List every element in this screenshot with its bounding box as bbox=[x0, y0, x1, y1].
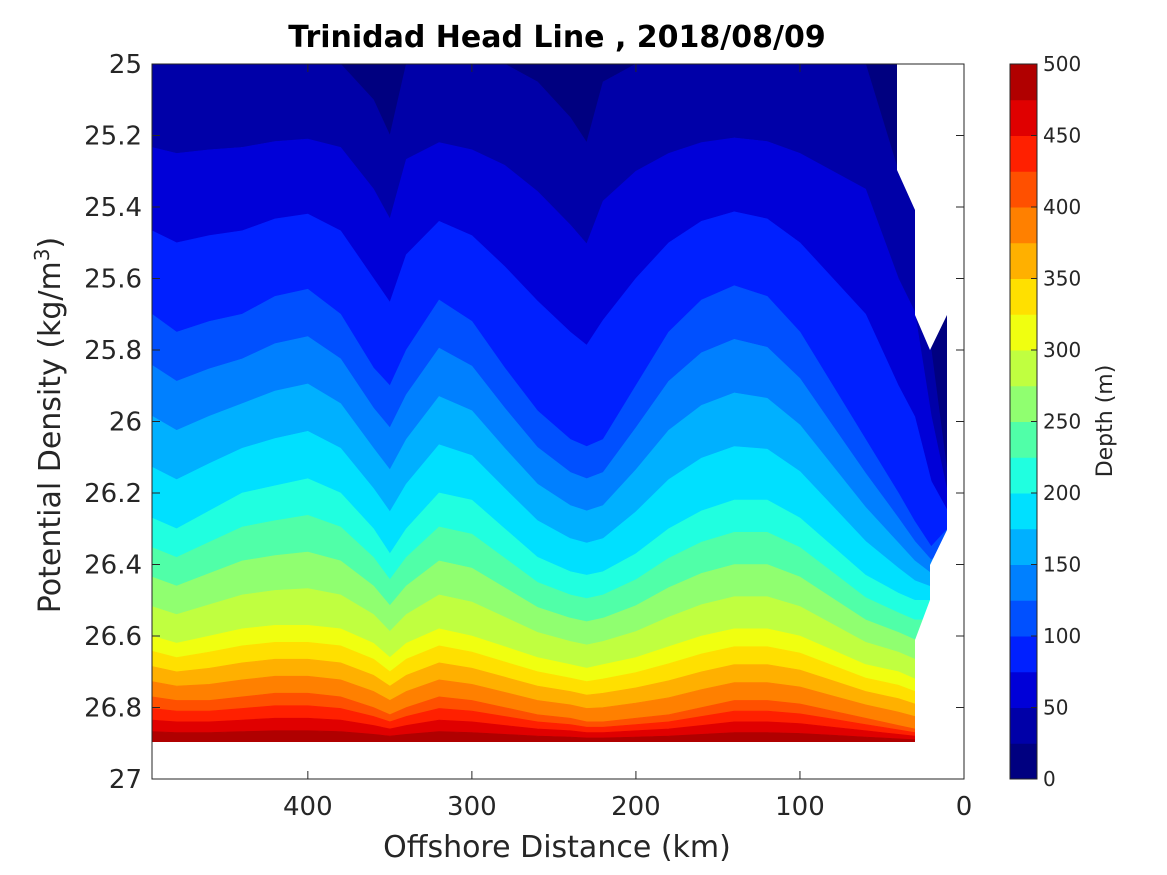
colorbar-segment bbox=[1010, 314, 1037, 351]
y-tick-label: 25.4 bbox=[84, 193, 142, 223]
x-axis-label: Offshore Distance (km) bbox=[383, 830, 731, 865]
colorbar-segment bbox=[1010, 278, 1037, 315]
colorbar-segment bbox=[1010, 135, 1037, 172]
colorbar-tick-label: 400 bbox=[1043, 195, 1081, 219]
colorbar-tick-label: 150 bbox=[1043, 553, 1081, 577]
colorbar-segment bbox=[1010, 457, 1037, 494]
colorbar-tick-label: 500 bbox=[1043, 52, 1081, 76]
colorbar-segment bbox=[1010, 242, 1037, 279]
y-tick-label: 26 bbox=[109, 408, 142, 438]
y-tick-label: 25.2 bbox=[84, 122, 142, 152]
colorbar-tick-label: 300 bbox=[1043, 338, 1081, 362]
colorbar-tick-label: 450 bbox=[1043, 124, 1081, 148]
colorbar-segment bbox=[1010, 528, 1037, 565]
colorbar-label: Depth (m) bbox=[1093, 365, 1118, 478]
colorbar-segment bbox=[1010, 350, 1037, 387]
y-tick-label: 26.8 bbox=[84, 694, 142, 724]
y-tick-label: 25.8 bbox=[84, 336, 142, 366]
y-tick-label: 27 bbox=[109, 765, 142, 795]
chart-title: Trinidad Head Line , 2018/08/09 bbox=[288, 20, 825, 55]
colorbar-tick-label: 250 bbox=[1043, 410, 1081, 434]
colorbar-segment bbox=[1010, 421, 1037, 458]
colorbar-segment bbox=[1010, 743, 1037, 780]
y-axis-label-sup: 3 bbox=[30, 248, 54, 261]
y-tick-label: 25.6 bbox=[84, 265, 142, 295]
colorbar-tick-label: 200 bbox=[1043, 481, 1081, 505]
colorbar-tick-label: 50 bbox=[1043, 696, 1068, 720]
y-axis-label: Potential Density (kg/m3) bbox=[30, 237, 68, 613]
colorbar-segment bbox=[1010, 636, 1037, 673]
colorbar-segment bbox=[1010, 207, 1037, 244]
colorbar-tick-label: 100 bbox=[1043, 624, 1081, 648]
x-tick-label: 100 bbox=[775, 792, 825, 822]
colorbar-segment bbox=[1010, 600, 1037, 637]
y-tick-label: 25 bbox=[109, 50, 142, 80]
x-tick-label: 400 bbox=[283, 792, 333, 822]
colorbar-tick-label: 0 bbox=[1043, 767, 1056, 791]
colorbar-segment bbox=[1010, 99, 1037, 136]
y-tick-label: 26.2 bbox=[84, 479, 142, 509]
x-tick-label: 300 bbox=[447, 792, 497, 822]
colorbar-segment bbox=[1010, 64, 1037, 101]
y-axis-label-end: ) bbox=[33, 237, 68, 249]
plot-area bbox=[152, 64, 964, 779]
colorbar bbox=[1010, 64, 1037, 780]
colorbar-segment bbox=[1010, 493, 1037, 530]
x-axis: 400 300 200 100 0 bbox=[283, 64, 972, 822]
colorbar-tick-label: 350 bbox=[1043, 267, 1081, 291]
colorbar-frame bbox=[1009, 63, 1038, 780]
y-tick-label: 26.4 bbox=[84, 551, 142, 581]
colorbar-segment bbox=[1010, 707, 1037, 744]
y-axis: 25 25.2 25.4 25.6 25.8 26 26.2 26.4 26.6 26.8 27 bbox=[84, 50, 964, 795]
depth-field bbox=[152, 64, 948, 744]
colorbar-segment bbox=[1010, 564, 1037, 601]
colorbar-segment bbox=[1010, 671, 1037, 708]
x-tick-label: 0 bbox=[956, 792, 973, 822]
colorbar-ticks: 0 50 100 150 200 250 300 350 400 450 500 bbox=[1031, 52, 1081, 791]
colorbar-segment bbox=[1010, 171, 1037, 208]
y-axis-label-main: Potential Density (kg/m bbox=[33, 261, 68, 613]
x-tick-label: 200 bbox=[611, 792, 661, 822]
y-tick-label: 26.6 bbox=[84, 622, 142, 652]
colorbar-segment bbox=[1010, 385, 1037, 422]
